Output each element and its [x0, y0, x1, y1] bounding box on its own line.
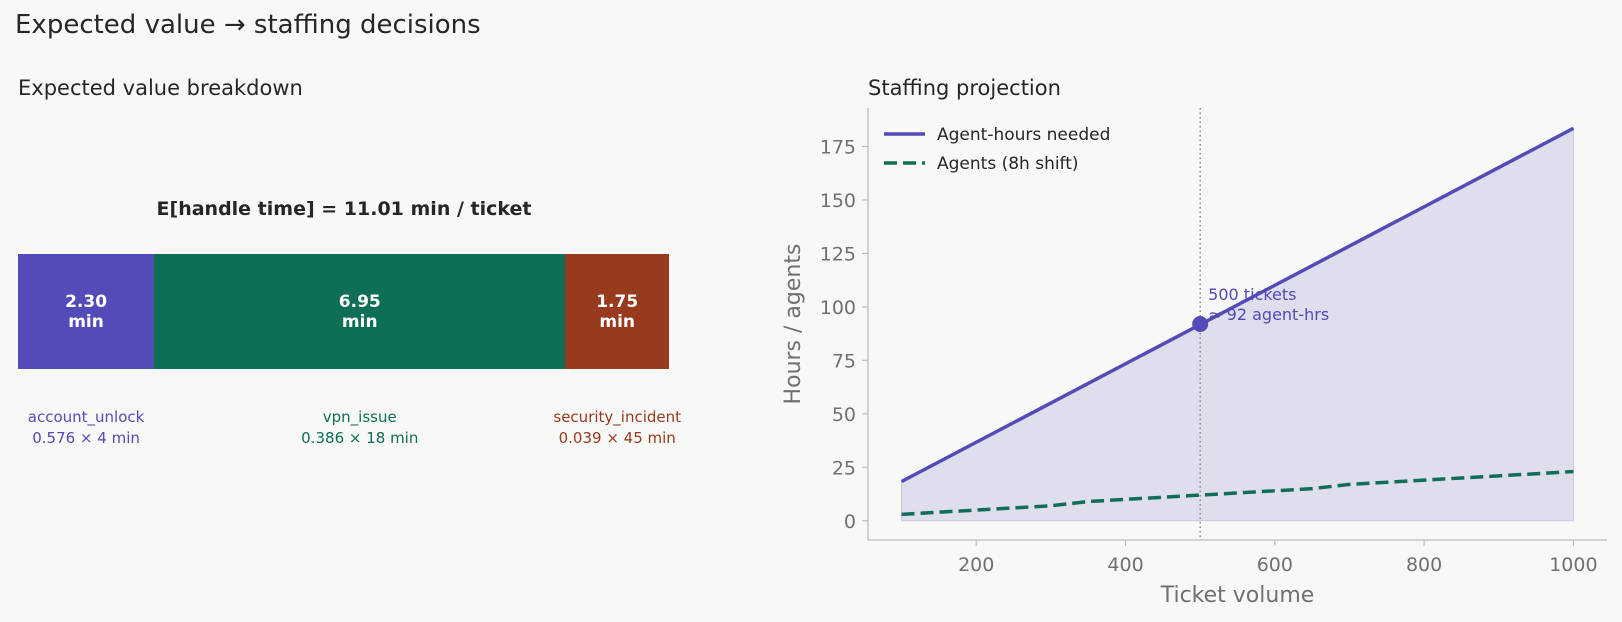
x-tick-label: 600 — [1257, 554, 1293, 576]
x-tick-label: 1000 — [1549, 554, 1597, 576]
ev-segment-unit: min — [68, 311, 104, 332]
x-tick-label: 400 — [1107, 554, 1143, 576]
ev-segment-value: 1.75 — [596, 291, 639, 312]
agent-hours-area — [901, 127, 1574, 522]
ev-segment-name: account_unlock — [27, 408, 145, 426]
staffing-projection-title: Staffing projection — [868, 76, 1061, 100]
annotation-point — [1192, 316, 1209, 332]
ev-segment-label-security-incident: security_incident 0.039 × 45 min — [553, 407, 681, 449]
ev-breakdown-title: Expected value breakdown — [18, 76, 303, 100]
y-tick-label: 0 — [844, 511, 856, 533]
y-tick-label: 50 — [832, 404, 856, 426]
ev-stacked-bar: 2.30 min 6.95 min 1.75 min — [18, 254, 669, 369]
ev-segment-name: security_incident — [553, 408, 682, 426]
x-tick-label: 200 — [958, 554, 994, 576]
agent-hours-line — [900, 126, 1575, 484]
ev-segment-name: vpn_issue — [322, 408, 397, 426]
ev-heading: E[handle time] = 11.01 min / ticket — [156, 198, 532, 220]
ev-segment-security-incident: 1.75 min — [565, 254, 669, 369]
figure-title: Expected value → staffing decisions — [15, 10, 481, 40]
ev-segment-unit: min — [341, 311, 378, 332]
ev-segment-value: 6.95 — [338, 291, 381, 312]
legend-label-agent-hours: Agent-hours needed — [937, 125, 1110, 145]
y-axis-label: Hours / agents — [781, 244, 806, 405]
ev-segment-label-vpn-issue: vpn_issue 0.386 × 18 min — [301, 407, 418, 449]
x-axis-label: Ticket volume — [1160, 583, 1315, 608]
y-tick-label: 100 — [820, 297, 856, 319]
ev-segment-formula: 0.039 × 45 min — [558, 429, 676, 447]
annotation-line1: 500 tickets — [1208, 285, 1296, 304]
ev-segment-value: 2.30 — [65, 291, 108, 312]
ev-segment-account-unlock: 2.30 min — [18, 254, 155, 369]
ev-segment-formula: 0.576 × 4 min — [32, 429, 140, 447]
ev-segment-unit: min — [599, 311, 636, 332]
y-tick-label: 125 — [820, 243, 856, 265]
ev-segment-vpn-issue: 6.95 min — [154, 254, 566, 369]
agents-shift-line — [901, 469, 1574, 517]
ev-segment-formula: 0.386 × 18 min — [301, 429, 419, 447]
ev-segment-label-account-unlock: account_unlock 0.576 × 4 min — [28, 407, 145, 449]
annotation-line2: ≈ 92 agent-hrs — [1208, 305, 1329, 324]
legend-label-agents-shift: Agents (8h shift) — [937, 154, 1079, 174]
y-tick-label: 25 — [832, 457, 856, 479]
y-tick-label: 175 — [820, 136, 856, 158]
y-tick-label: 75 — [832, 350, 856, 372]
y-tick-label: 150 — [820, 190, 856, 212]
x-tick-label: 800 — [1406, 554, 1442, 576]
